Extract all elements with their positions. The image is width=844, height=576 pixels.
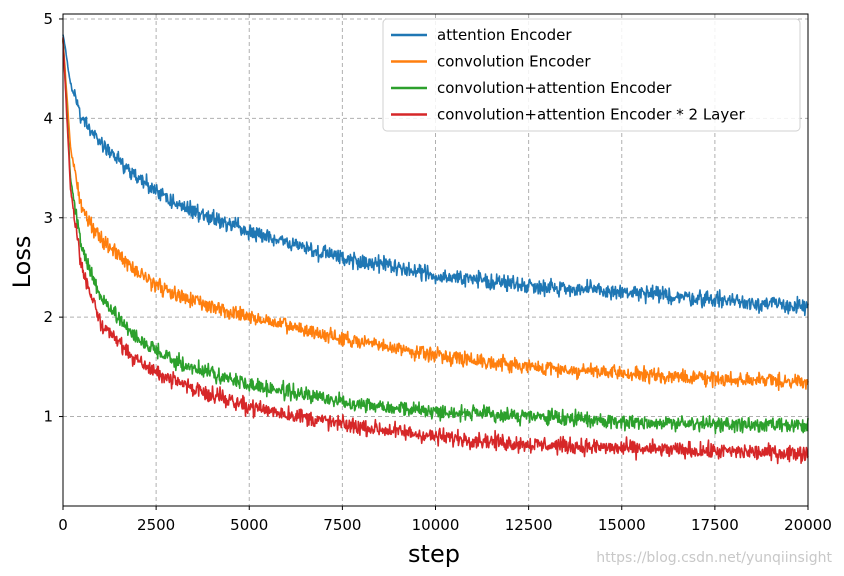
y-tick-label: 2	[43, 308, 53, 326]
watermark-text: https://blog.csdn.net/yunqiinsight	[596, 550, 832, 566]
legend: attention Encoder convolution Encoder conv…	[382, 18, 801, 132]
series-line-3	[62, 37, 809, 465]
x-tick-label: 7500	[323, 516, 361, 534]
legend-frame	[382, 18, 801, 132]
series-line-2	[62, 39, 809, 435]
x-tick-label: 2500	[137, 516, 175, 534]
legend-label: attention Encoder	[437, 26, 572, 44]
legend-label: convolution+attention Encoder * 2 Layer	[437, 106, 745, 124]
series-line-0	[62, 34, 809, 317]
legend-label: convolution Encoder	[437, 53, 591, 71]
series-line-1	[62, 40, 809, 391]
x-tick-label: 12500	[505, 516, 553, 534]
x-tick-label: 0	[58, 516, 68, 534]
y-tick-label: 5	[43, 10, 53, 28]
y-tick-label: 1	[43, 408, 53, 426]
x-tick-label: 17500	[691, 516, 739, 534]
x-tick-label: 15000	[598, 516, 646, 534]
x-tick-label: 20000	[784, 516, 832, 534]
y-axis-ticks: 1 2 3 4 5	[43, 10, 63, 426]
x-tick-label: 5000	[230, 516, 268, 534]
y-tick-label: 3	[43, 209, 53, 227]
series-layer	[62, 34, 809, 465]
x-axis-ticks: 0 2500 5000 7500 10000 12500 15000 17500 20000	[58, 506, 832, 534]
x-axis-label: step	[408, 540, 460, 568]
y-axis-label: Loss	[8, 236, 36, 289]
x-tick-label: 10000	[412, 516, 460, 534]
legend-label: convolution+attention Encoder	[437, 79, 672, 97]
y-tick-label: 4	[43, 109, 53, 127]
